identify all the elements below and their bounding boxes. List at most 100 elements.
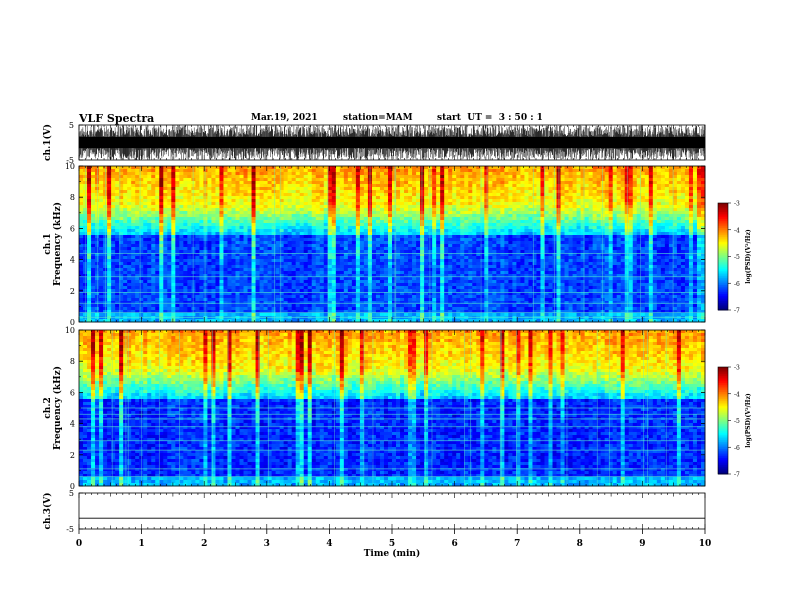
spectrogram-cell bbox=[307, 244, 313, 248]
spectrogram-cell bbox=[147, 217, 152, 221]
spectrogram-cell bbox=[215, 229, 220, 233]
spectrogram-cell bbox=[275, 169, 281, 173]
spectrogram-cell bbox=[151, 196, 156, 200]
spectrogram-cell bbox=[564, 190, 569, 194]
spectrogram-cell bbox=[428, 166, 433, 170]
spectrogram-cell bbox=[492, 208, 497, 212]
spectrogram-cell bbox=[227, 190, 232, 194]
spectrogram-cell bbox=[171, 169, 176, 173]
spectrogram-cell bbox=[444, 199, 449, 203]
spectrogram-cell bbox=[584, 193, 590, 197]
spectrogram-cell bbox=[99, 172, 104, 176]
spectrogram-cell bbox=[428, 193, 433, 197]
spectrogram-cell bbox=[532, 211, 537, 215]
spectrogram-cell bbox=[396, 232, 401, 236]
spectrogram-cell bbox=[375, 253, 381, 257]
spectrogram-cell bbox=[255, 175, 260, 179]
spectrogram-cell bbox=[203, 181, 208, 185]
spectrogram-cell bbox=[680, 232, 686, 236]
spectrogram-cell bbox=[339, 217, 345, 221]
spectrogram-cell bbox=[363, 175, 369, 179]
spectrogram-cell bbox=[151, 190, 156, 194]
spectrogram-cell bbox=[432, 247, 437, 251]
spectrogram-cell bbox=[359, 259, 365, 263]
spectrogram-cell bbox=[644, 220, 650, 224]
spectrogram-cell bbox=[227, 181, 232, 185]
spectrogram-cell bbox=[171, 211, 176, 215]
spectrogram-cell bbox=[299, 199, 305, 203]
spectrogram-cell bbox=[163, 250, 168, 254]
spectrogram-cell bbox=[119, 193, 124, 197]
spectrogram-cell bbox=[516, 187, 521, 191]
spectrogram-cell bbox=[576, 250, 581, 254]
spectrogram-cell bbox=[363, 205, 369, 209]
spectrogram-cell bbox=[159, 205, 164, 209]
spectrogram-cell bbox=[628, 202, 634, 206]
spectrogram-cell bbox=[95, 199, 100, 203]
spectrogram-cell bbox=[460, 193, 465, 197]
spectrogram-cell bbox=[620, 256, 626, 260]
spectrogram-cell bbox=[207, 178, 212, 182]
spectrogram-cell bbox=[347, 223, 353, 227]
spectrogram-cell bbox=[283, 184, 289, 188]
spectrogram-cell bbox=[564, 256, 569, 260]
spectrogram-cell bbox=[335, 247, 341, 251]
spectrogram-cell bbox=[83, 205, 88, 209]
spectrogram-cell bbox=[656, 220, 662, 224]
spectrogram-cell bbox=[672, 178, 678, 182]
spectrogram-cell bbox=[351, 259, 357, 263]
spectrogram-cell bbox=[199, 169, 204, 173]
spectrogram-cell bbox=[83, 169, 88, 173]
spectrogram-cell bbox=[151, 184, 156, 188]
spectrogram-cell bbox=[83, 223, 88, 227]
spectrogram-cell bbox=[584, 217, 590, 221]
spectrogram-cell bbox=[596, 196, 602, 200]
spectrogram-cell bbox=[187, 253, 192, 257]
spectrogram-cell bbox=[279, 241, 285, 245]
spectrogram-cell bbox=[592, 247, 598, 251]
spectrogram-cell bbox=[608, 229, 614, 233]
spectrogram-cell bbox=[564, 199, 569, 203]
spectrogram-cell bbox=[572, 202, 577, 206]
spectrogram-cell bbox=[379, 214, 385, 218]
spectrogram-cell bbox=[227, 199, 232, 203]
spectrogram-cell bbox=[267, 232, 273, 236]
spectrogram-cell bbox=[235, 184, 240, 188]
spectrogram-cell bbox=[624, 196, 630, 200]
spectrogram-cell bbox=[588, 253, 594, 257]
spectrogram-cell bbox=[267, 211, 273, 215]
spectrogram-cell bbox=[255, 220, 260, 224]
spectrogram-cell bbox=[652, 196, 658, 200]
spectrogram-cell bbox=[660, 247, 666, 251]
spectrogram-cell bbox=[243, 184, 248, 188]
spectrogram-cell bbox=[231, 223, 236, 227]
spectrogram-cell bbox=[568, 175, 573, 179]
spectrogram-cell bbox=[544, 181, 549, 185]
spectrogram-cell bbox=[331, 220, 337, 224]
spectrogram-cell bbox=[528, 223, 533, 227]
spectrogram-cell bbox=[568, 223, 573, 227]
spectrogram-cell bbox=[79, 178, 84, 182]
spectrogram-cell bbox=[484, 229, 489, 233]
spectrogram-cell bbox=[347, 181, 353, 185]
spectrogram-cell bbox=[351, 211, 357, 215]
spectrogram-cell bbox=[83, 238, 88, 242]
spectrogram-cell bbox=[628, 169, 634, 173]
spectrogram-cell bbox=[508, 211, 513, 215]
spectrogram-cell bbox=[271, 223, 277, 227]
spectrogram-cell bbox=[544, 241, 549, 245]
spectrogram-cell bbox=[440, 190, 445, 194]
spectrogram-cell bbox=[299, 229, 305, 233]
spectrogram-cell bbox=[383, 223, 389, 227]
spectrogram-cell bbox=[652, 238, 658, 242]
spectrogram-cell bbox=[115, 259, 120, 263]
spectrogram-cell bbox=[339, 205, 345, 209]
spectrogram-cell bbox=[303, 181, 309, 185]
spectrogram-cell bbox=[548, 247, 553, 251]
spectrogram-cell bbox=[508, 217, 513, 221]
spectrogram-cell bbox=[524, 196, 529, 200]
spectrogram-cell bbox=[139, 205, 144, 209]
spectrogram-cell bbox=[432, 214, 437, 218]
spectrogram-cell bbox=[135, 226, 140, 230]
spectrogram-cell bbox=[339, 178, 345, 182]
